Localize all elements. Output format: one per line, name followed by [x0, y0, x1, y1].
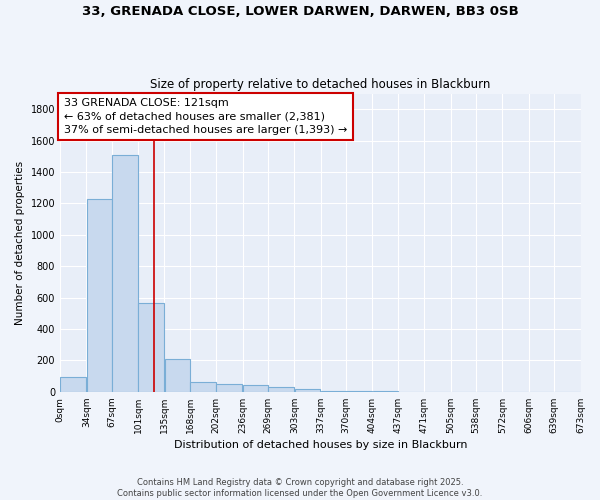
Bar	[321, 390, 346, 392]
Bar	[243, 385, 268, 392]
Bar	[60, 378, 86, 392]
Bar	[346, 391, 372, 392]
Title: Size of property relative to detached houses in Blackburn: Size of property relative to detached ho…	[150, 78, 490, 91]
Text: Contains HM Land Registry data © Crown copyright and database right 2025.
Contai: Contains HM Land Registry data © Crown c…	[118, 478, 482, 498]
Bar	[217, 384, 242, 392]
Text: 33 GRENADA CLOSE: 121sqm
← 63% of detached houses are smaller (2,381)
37% of sem: 33 GRENADA CLOSE: 121sqm ← 63% of detach…	[64, 98, 347, 134]
Bar	[190, 382, 216, 392]
Bar	[139, 303, 164, 392]
X-axis label: Distribution of detached houses by size in Blackburn: Distribution of detached houses by size …	[173, 440, 467, 450]
Bar	[295, 390, 320, 392]
Y-axis label: Number of detached properties: Number of detached properties	[15, 160, 25, 325]
Bar	[112, 155, 138, 392]
Bar	[268, 388, 294, 392]
Bar	[86, 198, 112, 392]
Text: 33, GRENADA CLOSE, LOWER DARWEN, DARWEN, BB3 0SB: 33, GRENADA CLOSE, LOWER DARWEN, DARWEN,…	[82, 5, 518, 18]
Bar	[164, 359, 190, 392]
